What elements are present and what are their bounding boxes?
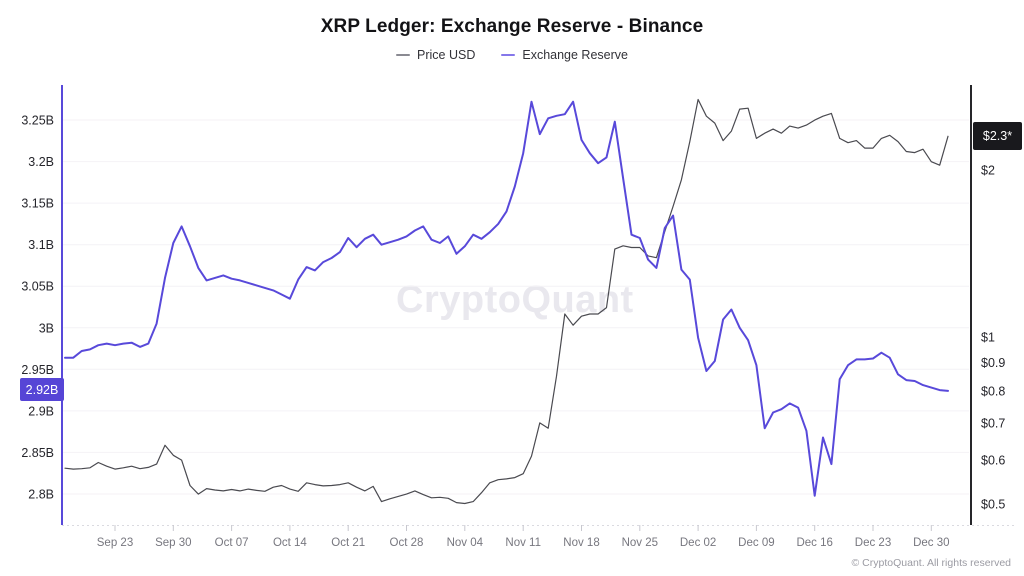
series-line-price-usd: [64, 98, 949, 505]
legend-item-exchange-reserve[interactable]: Exchange Reserve: [501, 48, 628, 62]
y-right-tick-label: $0.8: [981, 384, 1005, 398]
x-tick-label: Dec 02: [680, 537, 716, 549]
x-tick-label: Dec 23: [855, 537, 891, 549]
x-tick-label: Nov 18: [563, 537, 599, 549]
y-right-tick-label: $1: [981, 331, 995, 345]
attribution: © CryptoQuant. All rights reserved: [851, 557, 1011, 569]
reserve-current-value-badge: 2.92B: [20, 378, 64, 401]
exchange-reserve-line-swatch: [501, 54, 516, 56]
x-tick-label: Dec 16: [796, 537, 832, 549]
x-tick-label: Oct 07: [215, 537, 249, 549]
y-right-tick-label: $2: [981, 164, 995, 178]
x-tick-label: Oct 28: [390, 537, 424, 549]
y-left-tick-label: 3.15B: [21, 197, 54, 211]
y-left-tick-label: 3.1B: [28, 238, 54, 252]
x-tick-label: Oct 21: [331, 537, 365, 549]
y-right-tick-label: $0.6: [981, 454, 1005, 468]
series-line-exchange-reserve: [64, 100, 949, 497]
y-right-tick-label: $0.9: [981, 356, 1005, 370]
y-right-tick-label: $0.7: [981, 416, 1005, 430]
price-current-value-badge: $2.3*: [973, 122, 1022, 150]
x-tick-label: Sep 23: [97, 537, 133, 549]
legend-item-price-usd[interactable]: Price USD: [396, 48, 475, 62]
plot-area[interactable]: [62, 85, 971, 525]
x-tick-label: Nov 25: [622, 537, 658, 549]
legend-label-price-usd: Price USD: [417, 48, 476, 62]
y-left-tick-label: 3.2B: [28, 155, 54, 169]
y-left-tick-label: 2.8B: [28, 488, 54, 502]
legend-label-exchange-reserve: Exchange Reserve: [522, 48, 628, 62]
legend: Price USD Exchange Reserve: [0, 48, 1024, 62]
x-tick-label: Nov 11: [505, 537, 541, 549]
y-left-tick-label: 3.05B: [21, 280, 54, 294]
x-tick-label: Dec 30: [913, 537, 949, 549]
chart-title: XRP Ledger: Exchange Reserve - Binance: [320, 16, 704, 37]
x-tick-label: Nov 04: [447, 537, 484, 549]
y-right-tick-label: $0.5: [981, 498, 1005, 512]
y-left-tick-label: 2.85B: [21, 446, 54, 460]
x-tick-label: Dec 09: [738, 537, 774, 549]
y-left-tick-label: 2.9B: [28, 404, 54, 418]
x-tick-label: Oct 14: [273, 537, 307, 549]
y-left-tick-label: 3B: [39, 321, 54, 335]
y-left-tick-label: 2.95B: [21, 363, 54, 377]
y-left-tick-label: 3.25B: [21, 114, 54, 128]
price-line-swatch: [396, 54, 411, 56]
x-tick-label: Sep 30: [155, 537, 191, 549]
